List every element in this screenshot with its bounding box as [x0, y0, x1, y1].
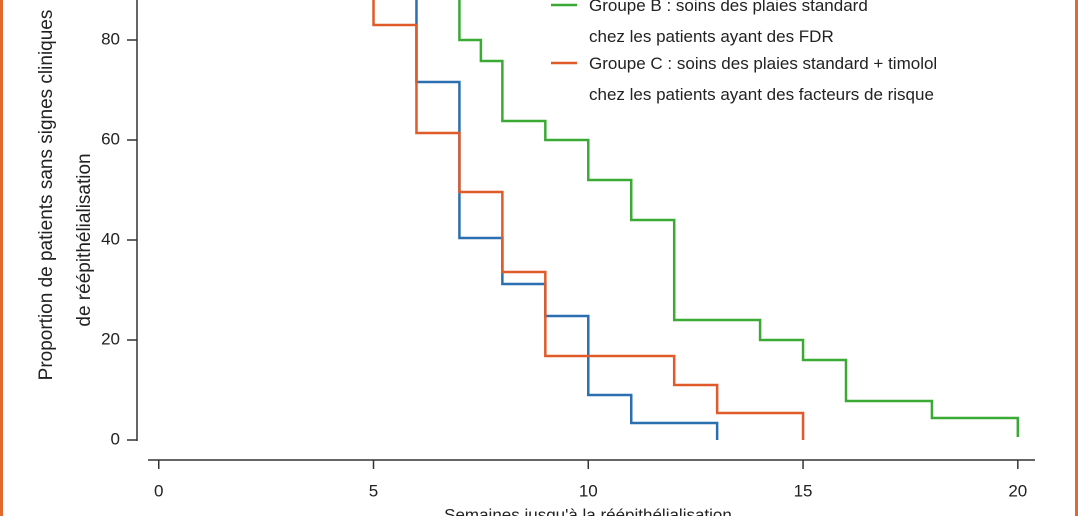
border — [1075, 0, 1078, 516]
km-curve — [372, 0, 805, 440]
y-tick-label: 0 — [111, 429, 120, 448]
x-tick-label: 20 — [1008, 481, 1027, 500]
legend-label: Groupe C : soins des plaies standard + t… — [589, 54, 938, 104]
y-axis-title: Proportion de patients sans signes clini… — [36, 10, 57, 381]
y-tick-label: 40 — [101, 229, 120, 248]
y-tick-label: 80 — [101, 29, 120, 48]
x-tick-label: 0 — [154, 481, 163, 500]
x-tick-label: 5 — [369, 481, 378, 500]
y-tick-label: 20 — [101, 329, 120, 348]
x-tick-label: 15 — [794, 481, 813, 500]
x-axis-title: Semaines jusqu'à la réépithélialisation — [444, 505, 732, 516]
y-axis-title: de réépithélialisation — [74, 153, 95, 326]
x-tick-label: 10 — [579, 481, 598, 500]
border — [0, 0, 3, 516]
km-curve — [458, 0, 1020, 437]
legend-label: Groupe B : soins des plaies standard che… — [589, 0, 868, 46]
y-tick-label: 60 — [101, 129, 120, 148]
